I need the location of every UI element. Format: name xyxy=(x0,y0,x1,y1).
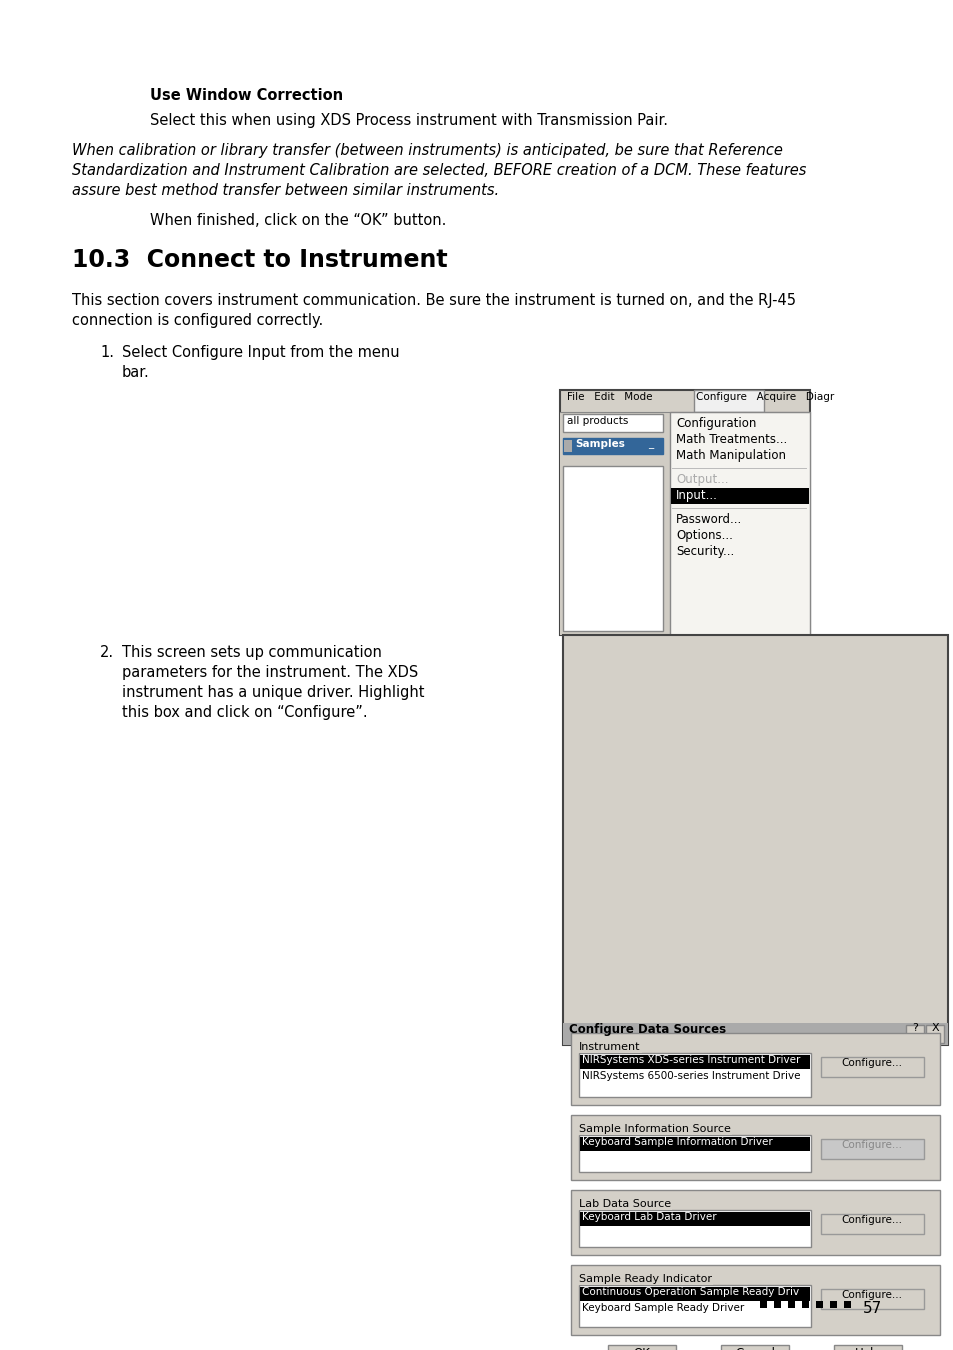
Text: Keyboard Sample Ready Driver: Keyboard Sample Ready Driver xyxy=(581,1303,743,1314)
Text: ?: ? xyxy=(911,1023,917,1033)
Bar xyxy=(562,1023,947,1045)
Text: OK: OK xyxy=(633,1347,650,1350)
Text: Cancel: Cancel xyxy=(734,1347,774,1350)
Text: Select Configure Input from the menu: Select Configure Input from the menu xyxy=(122,346,399,360)
Bar xyxy=(579,1212,809,1226)
Bar xyxy=(821,1289,923,1310)
Text: _: _ xyxy=(647,439,653,450)
Bar xyxy=(843,1301,850,1308)
Bar xyxy=(760,1301,766,1308)
Bar xyxy=(787,1301,794,1308)
Text: Keyboard Sample Information Driver: Keyboard Sample Information Driver xyxy=(581,1137,772,1148)
Bar xyxy=(821,1139,923,1160)
Text: instrument has a unique driver. Highlight: instrument has a unique driver. Highligh… xyxy=(122,684,424,701)
Bar xyxy=(821,1214,923,1234)
Text: Sample Ready Indicator: Sample Ready Indicator xyxy=(578,1274,711,1284)
Text: 2.: 2. xyxy=(100,645,114,660)
Text: Samples: Samples xyxy=(575,439,624,450)
Text: parameters for the instrument. The XDS: parameters for the instrument. The XDS xyxy=(122,666,417,680)
Text: Configure...: Configure... xyxy=(841,1139,902,1150)
Text: Keyboard Lab Data Driver: Keyboard Lab Data Driver xyxy=(581,1212,716,1222)
Bar xyxy=(578,1285,810,1327)
Text: Math Manipulation: Math Manipulation xyxy=(676,450,785,462)
Text: bar.: bar. xyxy=(122,364,150,379)
Text: NIRSystems XDS-series Instrument Driver: NIRSystems XDS-series Instrument Driver xyxy=(581,1054,800,1065)
Bar xyxy=(925,1025,943,1044)
Bar xyxy=(562,634,947,1045)
Bar xyxy=(773,1301,781,1308)
Bar xyxy=(801,1301,808,1308)
Text: 10.3  Connect to Instrument: 10.3 Connect to Instrument xyxy=(71,248,447,271)
Bar xyxy=(821,1057,923,1077)
Text: Help: Help xyxy=(854,1347,881,1350)
Bar xyxy=(833,1345,901,1350)
Bar xyxy=(815,1301,822,1308)
Bar xyxy=(559,412,669,634)
Bar xyxy=(578,1135,810,1172)
Bar xyxy=(579,1054,809,1069)
Text: X: X xyxy=(930,1023,938,1033)
Text: NIRSystems 6500-series Instrument Drive: NIRSystems 6500-series Instrument Drive xyxy=(581,1071,800,1081)
Bar xyxy=(579,1287,809,1301)
Bar xyxy=(670,487,808,504)
Text: When calibration or library transfer (between instruments) is anticipated, be su: When calibration or library transfer (be… xyxy=(71,143,782,158)
Text: File   Edit   Mode: File Edit Mode xyxy=(566,392,652,402)
Bar xyxy=(562,466,662,630)
Bar xyxy=(829,1301,836,1308)
Text: Configure...: Configure... xyxy=(841,1215,902,1224)
Text: Input...: Input... xyxy=(676,489,717,502)
Text: When finished, click on the “OK” button.: When finished, click on the “OK” button. xyxy=(150,213,446,228)
Text: Configure   Acquire   Diagr: Configure Acquire Diagr xyxy=(696,392,833,402)
Text: Standardization and Instrument Calibration are selected, BEFORE creation of a DC: Standardization and Instrument Calibrati… xyxy=(71,163,805,178)
Text: This section covers instrument communication. Be sure the instrument is turned o: This section covers instrument communica… xyxy=(71,293,795,308)
Text: Output...: Output... xyxy=(676,472,728,486)
Bar xyxy=(571,1265,939,1335)
Text: Configure...: Configure... xyxy=(841,1291,902,1300)
Bar xyxy=(579,1137,809,1152)
Text: Configuration: Configuration xyxy=(676,417,756,431)
Text: all products: all products xyxy=(566,416,628,427)
Text: 57: 57 xyxy=(862,1301,882,1316)
Text: connection is configured correctly.: connection is configured correctly. xyxy=(71,313,323,328)
Bar xyxy=(559,390,809,634)
Text: Password...: Password... xyxy=(676,513,741,526)
Bar xyxy=(578,1053,810,1098)
Bar xyxy=(571,1189,939,1256)
Text: Continuous Operation Sample Ready Driv: Continuous Operation Sample Ready Driv xyxy=(581,1287,799,1297)
Text: Instrument: Instrument xyxy=(578,1042,639,1052)
Bar xyxy=(578,1210,810,1247)
Bar xyxy=(905,1025,923,1044)
Text: Use Window Correction: Use Window Correction xyxy=(150,88,343,103)
Bar xyxy=(562,437,662,454)
Text: Configure Data Sources: Configure Data Sources xyxy=(568,1023,725,1035)
Text: Options...: Options... xyxy=(676,529,732,541)
Bar xyxy=(562,414,662,432)
Text: this box and click on “Configure”.: this box and click on “Configure”. xyxy=(122,705,367,720)
Text: Math Treatments...: Math Treatments... xyxy=(676,433,786,446)
Bar xyxy=(563,440,572,452)
Bar xyxy=(571,1115,939,1180)
Text: 1.: 1. xyxy=(100,346,113,360)
Text: assure best method transfer between similar instruments.: assure best method transfer between simi… xyxy=(71,184,498,198)
Bar xyxy=(720,1345,788,1350)
Text: Sample Information Source: Sample Information Source xyxy=(578,1125,730,1134)
Bar xyxy=(571,1033,939,1106)
Bar xyxy=(693,390,763,412)
Text: Configure...: Configure... xyxy=(841,1058,902,1068)
Text: Select this when using XDS Process instrument with Transmission Pair.: Select this when using XDS Process instr… xyxy=(150,113,667,128)
Text: This screen sets up communication: This screen sets up communication xyxy=(122,645,381,660)
Text: Security...: Security... xyxy=(676,545,734,558)
Text: Lab Data Source: Lab Data Source xyxy=(578,1199,670,1210)
Bar xyxy=(669,412,809,634)
Bar xyxy=(607,1345,676,1350)
